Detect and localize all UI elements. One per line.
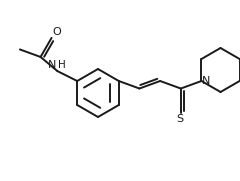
Text: H: H	[58, 60, 66, 70]
Text: N: N	[48, 60, 56, 70]
Text: N: N	[202, 76, 210, 86]
Text: O: O	[53, 27, 61, 37]
Text: S: S	[176, 114, 183, 124]
